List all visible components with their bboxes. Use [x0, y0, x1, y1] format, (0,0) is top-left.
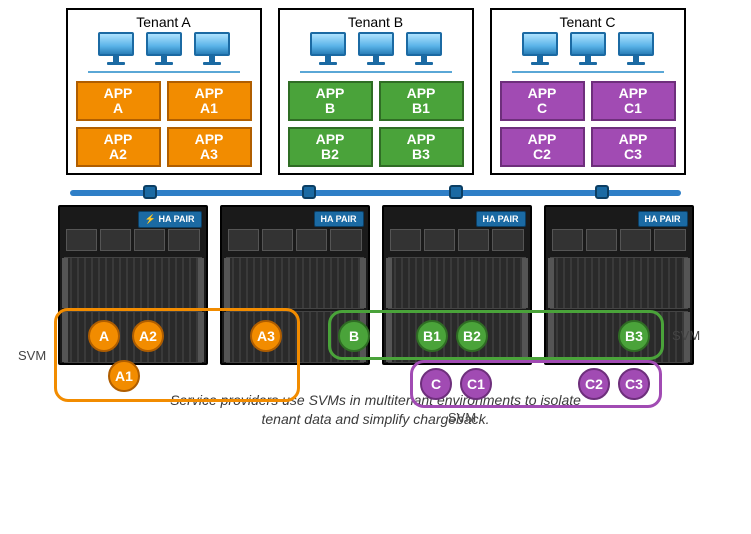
svm-label: SVM [672, 328, 700, 343]
svm-label: SVM [18, 348, 46, 363]
app-grid: APPAAPPA1APPA2APPA3 [76, 81, 252, 167]
network-line [512, 67, 664, 75]
app-tile: APPA3 [167, 127, 252, 167]
monitor-icon [570, 32, 606, 65]
tenant-box: Tenant A APPAAPPA1APPA2APPA3 [66, 8, 262, 175]
volume-A1: A1 [108, 360, 140, 392]
volume-C2: C2 [578, 368, 610, 400]
ha-pair-badge: HA PAIR [638, 211, 688, 227]
svm-boundary-green [328, 310, 664, 360]
monitor-icon [194, 32, 230, 65]
monitor-row [288, 32, 464, 65]
monitor-icon [522, 32, 558, 65]
tenant-title: Tenant B [288, 14, 464, 30]
controller-slots [390, 229, 524, 251]
app-tile: APPB2 [288, 127, 373, 167]
app-grid: APPCAPPC1APPC2APPC3 [500, 81, 676, 167]
monitor-icon [358, 32, 394, 65]
volume-A: A [88, 320, 120, 352]
app-tile: APPC1 [591, 81, 676, 121]
disk-shelf [226, 257, 364, 309]
tenant-box: Tenant B APPBAPPB1APPB2APPB3 [278, 8, 474, 175]
tenant-box: Tenant C APPCAPPC1APPC2APPC3 [490, 8, 686, 175]
tenant-row: Tenant AAPPAAPPA1APPA2APPA3Tenant BAPPBA… [0, 0, 751, 175]
svm-label: SVM [448, 410, 476, 425]
volume-B: B [338, 320, 370, 352]
controller-slots [552, 229, 686, 251]
storage-interconnect [70, 181, 681, 205]
disk-shelf [550, 257, 688, 309]
monitor-row [76, 32, 252, 65]
volume-A3: A3 [250, 320, 282, 352]
app-tile: APPA [76, 81, 161, 121]
network-line [300, 67, 452, 75]
monitor-row [500, 32, 676, 65]
app-tile: APPB1 [379, 81, 464, 121]
ha-pair-badge: HA PAIR [476, 211, 526, 227]
app-tile: APPA1 [167, 81, 252, 121]
monitor-icon [98, 32, 134, 65]
volume-B3: B3 [618, 320, 650, 352]
monitor-icon [310, 32, 346, 65]
app-tile: APPB [288, 81, 373, 121]
volume-B1: B1 [416, 320, 448, 352]
controller-slots [228, 229, 362, 251]
ha-pair-badge: HA PAIR [314, 211, 364, 227]
app-tile: APPC2 [500, 127, 585, 167]
monitor-icon [146, 32, 182, 65]
monitor-icon [618, 32, 654, 65]
disk-shelf [388, 257, 526, 309]
network-line [88, 67, 240, 75]
app-tile: APPC [500, 81, 585, 121]
tenant-title: Tenant C [500, 14, 676, 30]
app-grid: APPBAPPB1APPB2APPB3 [288, 81, 464, 167]
volume-C1: C1 [460, 368, 492, 400]
volume-A2: A2 [132, 320, 164, 352]
app-tile: APPA2 [76, 127, 161, 167]
volume-C: C [420, 368, 452, 400]
volume-B2: B2 [456, 320, 488, 352]
app-tile: APPB3 [379, 127, 464, 167]
app-tile: APPC3 [591, 127, 676, 167]
volume-C3: C3 [618, 368, 650, 400]
monitor-icon [406, 32, 442, 65]
ha-pair-badge: ⚡ HA PAIR [138, 211, 202, 228]
tenant-title: Tenant A [76, 14, 252, 30]
controller-slots [66, 229, 200, 251]
disk-shelf [64, 257, 202, 309]
